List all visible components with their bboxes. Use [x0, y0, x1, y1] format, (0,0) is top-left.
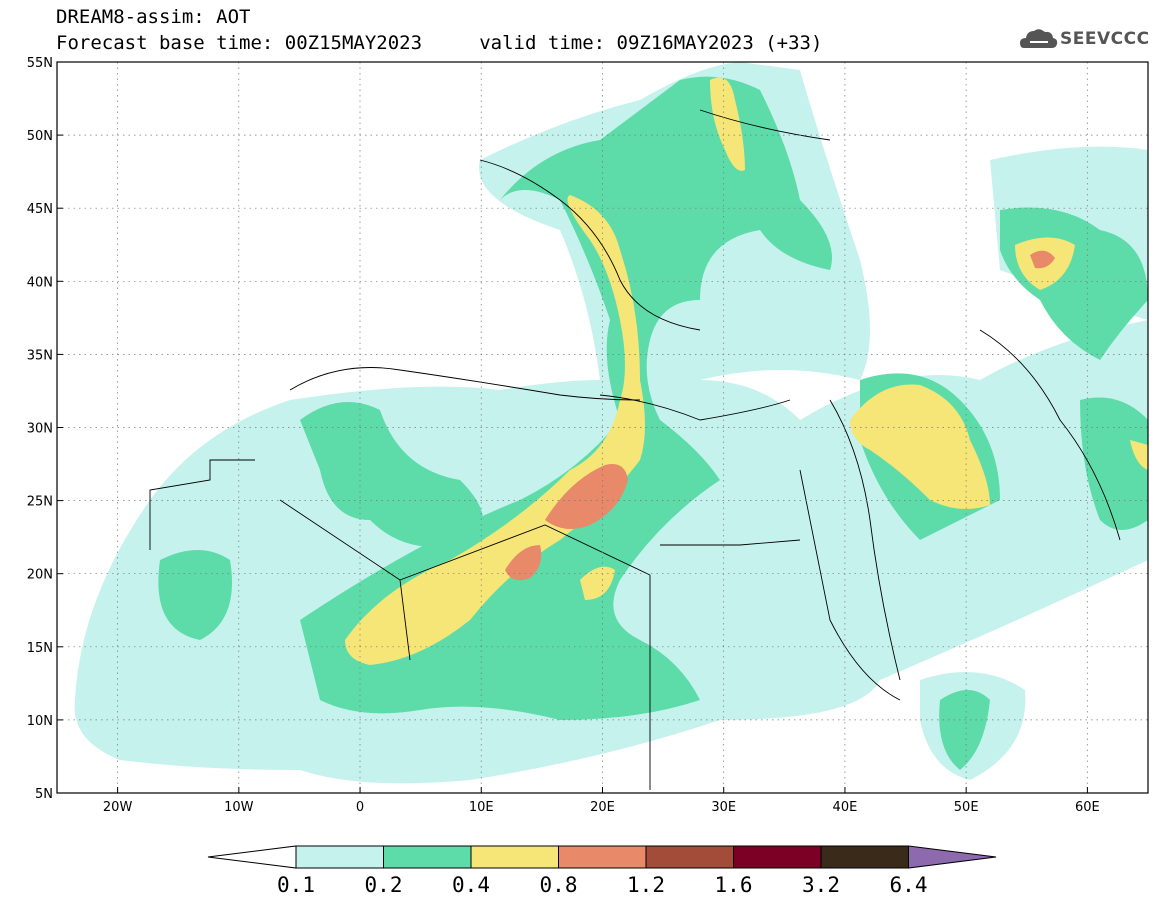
lat-tick-label: 15N [27, 641, 53, 656]
lon-tick-label: 0 [356, 800, 364, 815]
seevccc-logo: SEEVCCC [1060, 29, 1150, 49]
map-grid [57, 62, 1148, 793]
lon-tick-label: 20E [590, 800, 615, 815]
colorbar-tick-label: 0.4 [452, 873, 490, 897]
colorbar-bin [645, 845, 734, 869]
lon-tick-label: 10E [469, 800, 494, 815]
colorbar-extend-low [207, 845, 297, 869]
colorbar [207, 845, 997, 869]
cloud-icon [1020, 29, 1058, 48]
colorbar-bin [470, 845, 559, 869]
lat-tick-label: 50N [27, 129, 53, 144]
colorbar-tick-label: 0.8 [539, 873, 578, 897]
aot-field [57, 62, 1148, 793]
lat-tick-label: 5N [35, 787, 53, 802]
lat-tick-label: 45N [27, 202, 53, 217]
forecast-time-subtitle: Forecast base time: 00Z15MAY2023 valid t… [56, 32, 823, 54]
lon-tick-label: 60E [1075, 800, 1100, 815]
lon-tick-label: 10W [224, 800, 254, 815]
colorbar-bin [295, 845, 384, 869]
colorbar-tick-label: 1.6 [714, 873, 753, 897]
lat-tick-label: 40N [27, 275, 53, 290]
colorbar-bin [558, 845, 647, 869]
colorbar-bin [820, 845, 909, 869]
lon-tick-label: 50E [954, 800, 979, 815]
colorbar-tick-label: 0.1 [277, 873, 315, 897]
chart-title: DREAM8-assim: AOT [56, 6, 251, 28]
lon-tick-label: 40E [833, 800, 858, 815]
colorbar-bin [383, 845, 472, 869]
colorbar-tick-label: 3.2 [802, 873, 840, 897]
lon-tick-label: 30E [711, 800, 736, 815]
colorbar-tick-label: 0.2 [364, 873, 403, 897]
lat-tick-label: 35N [27, 348, 53, 363]
colorbar-tick-label: 1.2 [627, 873, 665, 897]
lat-tick-label: 10N [27, 714, 53, 729]
colorbar-extend-high [908, 845, 997, 869]
lat-tick-label: 20N [27, 568, 53, 583]
colorbar-tick-label: 6.4 [889, 873, 928, 897]
colorbar-bin [733, 845, 822, 869]
lon-tick-label: 20W [103, 800, 133, 815]
lat-tick-label: 55N [27, 56, 53, 71]
lat-tick-label: 30N [27, 422, 53, 437]
lat-tick-label: 25N [27, 495, 53, 510]
